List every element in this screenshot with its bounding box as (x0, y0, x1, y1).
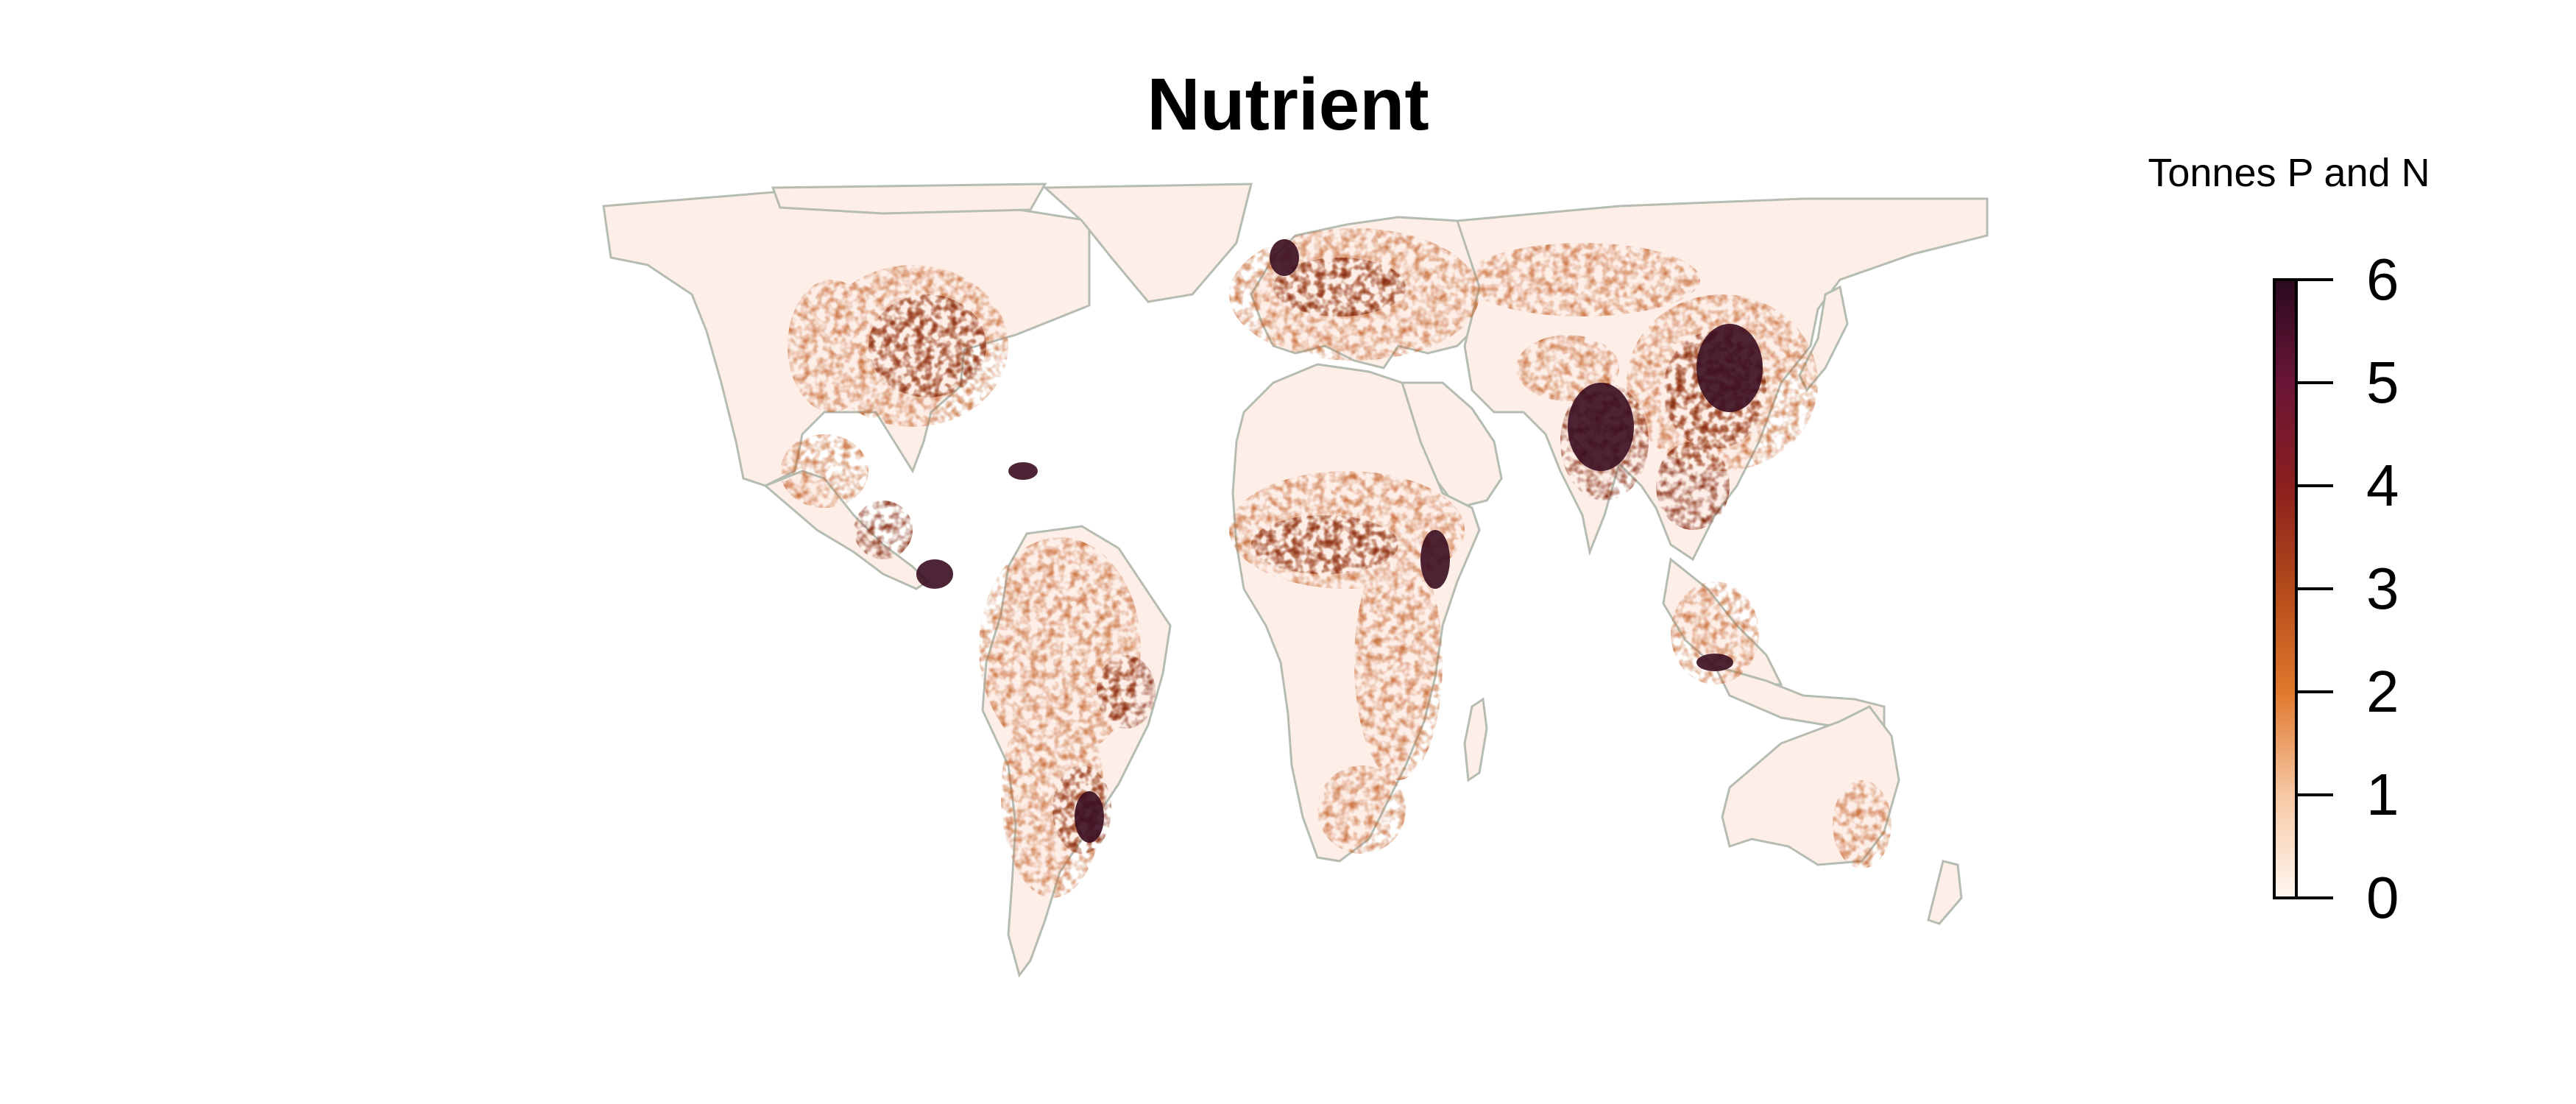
legend-tick-label: 2 (2366, 659, 2399, 724)
legend-ticks (2296, 278, 2333, 899)
continent-indonesia (1713, 664, 1886, 730)
legend-tick-label: 3 (2366, 556, 2399, 621)
continent-greenland (1042, 183, 1253, 303)
peak-intensity-layer (916, 239, 1763, 843)
legend-tick-label: 6 (2366, 247, 2399, 312)
continent-new-zealand (1927, 860, 1963, 925)
legend-tick-label: 1 (2366, 762, 2399, 827)
legend-tick-label: 0 (2366, 865, 2399, 930)
continent-madagascar (1463, 697, 1488, 782)
legend-title: Tonnes P and N (2148, 151, 2430, 195)
continent-arctic-islands (771, 183, 1047, 215)
legend-tick-label: 5 (2366, 350, 2399, 415)
map-title: Nutrient (1147, 63, 1429, 146)
legend-tick-label: 4 (2366, 453, 2399, 518)
legend-colorbar (2273, 278, 2298, 899)
